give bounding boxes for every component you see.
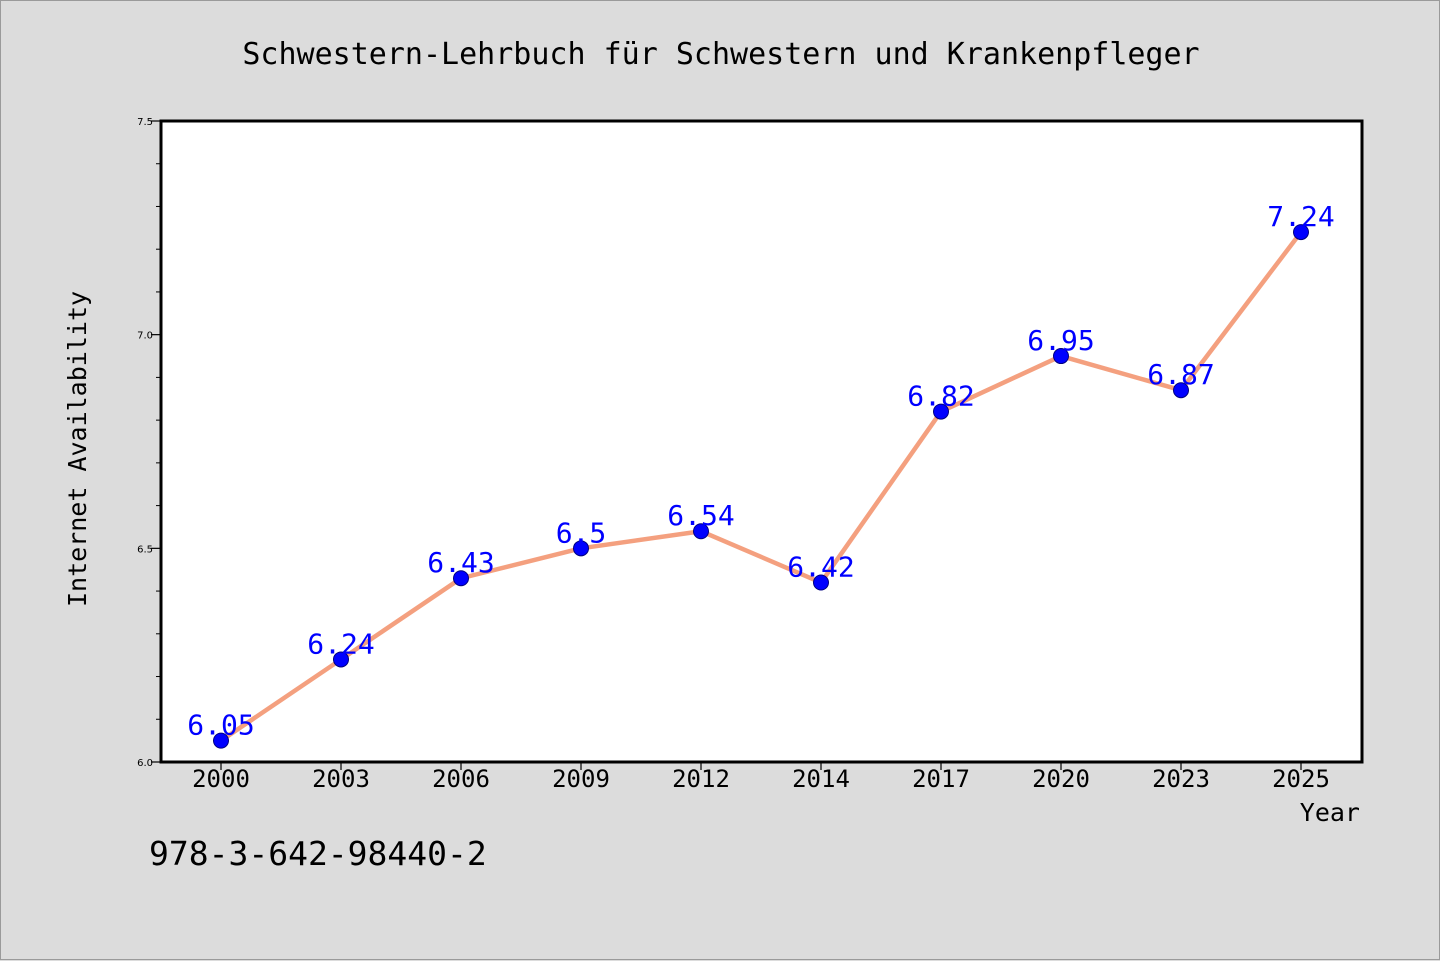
data-label: 6.24 bbox=[307, 627, 374, 660]
data-label: 6.43 bbox=[427, 546, 494, 579]
data-point bbox=[813, 574, 829, 591]
series-internet-availability: 6.05 6.24 6.43 6.5 6.54 6.42 6.82 6.95 6.87 7.24 bbox=[187, 200, 1335, 749]
x-tick-label: 2023 bbox=[1152, 765, 1210, 793]
data-point bbox=[1053, 348, 1069, 365]
x-tick-label: 2020 bbox=[1032, 765, 1090, 793]
x-tick-label: 2003 bbox=[312, 765, 370, 793]
x-tick-label: 2012 bbox=[672, 765, 730, 793]
data-label: 6.87 bbox=[1147, 358, 1214, 391]
data-label: 6.95 bbox=[1027, 324, 1094, 357]
data-label: 6.42 bbox=[787, 551, 854, 584]
data-point bbox=[693, 523, 709, 540]
y-tick-label: 7.5 bbox=[137, 117, 153, 128]
x-axis-label: Year bbox=[1300, 798, 1360, 827]
data-point bbox=[933, 403, 949, 420]
data-labels: 6.05 6.24 6.43 6.5 6.54 6.42 6.82 6.95 6.87 7.24 bbox=[187, 200, 1334, 742]
y-tick-label: 7.0 bbox=[137, 331, 153, 342]
chart-title: Schwestern-Lehrbuch für Schwestern und K… bbox=[242, 37, 1199, 72]
x-tick-label: 2000 bbox=[192, 765, 250, 793]
x-tick-label: 2025 bbox=[1272, 765, 1330, 793]
data-label: 6.5 bbox=[556, 516, 607, 549]
data-point bbox=[333, 651, 349, 668]
x-tick-label: 2017 bbox=[912, 765, 970, 793]
y-axis: 6.0 6.5 7.0 7.5 bbox=[137, 117, 161, 769]
series-line bbox=[219, 230, 1303, 743]
y-tick-label: 6.5 bbox=[137, 544, 153, 555]
y-axis-label: Internet Availability bbox=[63, 291, 92, 607]
data-label: 6.82 bbox=[907, 380, 974, 413]
data-label: 6.54 bbox=[667, 499, 734, 532]
plot-area bbox=[159, 119, 1364, 764]
x-tick-label: 2014 bbox=[792, 765, 850, 793]
data-point bbox=[573, 540, 589, 557]
data-label: 7.24 bbox=[1267, 200, 1334, 233]
isbn-text: 978-3-642-98440-2 bbox=[149, 834, 487, 873]
data-point bbox=[1293, 224, 1309, 241]
data-markers bbox=[213, 224, 1309, 749]
x-axis: 2000 2003 2006 2009 2012 2014 2017 2020 2023 2025 bbox=[192, 762, 1330, 793]
data-label: 6.05 bbox=[187, 709, 254, 742]
data-point bbox=[213, 732, 229, 749]
y-tick-label: 6.0 bbox=[137, 758, 153, 769]
x-tick-label: 2006 bbox=[432, 765, 490, 793]
data-point bbox=[1173, 382, 1189, 399]
x-tick-label: 2009 bbox=[552, 765, 610, 793]
data-point bbox=[453, 570, 469, 587]
